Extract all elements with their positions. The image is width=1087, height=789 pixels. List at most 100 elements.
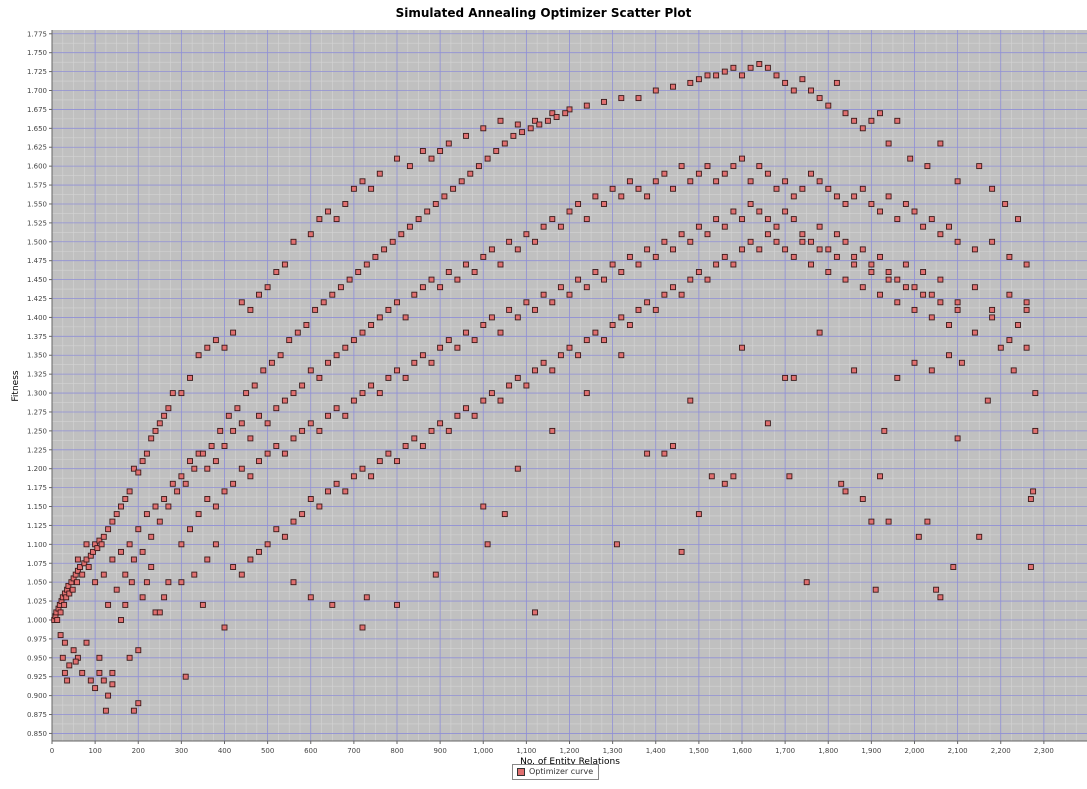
y-tick-label: 1.750 xyxy=(27,49,47,57)
data-point xyxy=(312,306,319,313)
data-point xyxy=(381,246,388,253)
data-point xyxy=(325,412,331,419)
data-point xyxy=(562,110,569,117)
data-point xyxy=(773,72,780,79)
y-tick-label: 1.000 xyxy=(27,616,47,624)
data-point xyxy=(342,201,349,207)
data-point xyxy=(527,125,534,132)
data-point xyxy=(532,609,538,616)
data-point xyxy=(74,556,81,563)
data-point xyxy=(256,291,262,298)
data-point xyxy=(424,208,431,215)
y-tick-label: 1.650 xyxy=(27,125,47,133)
data-point xyxy=(135,647,142,654)
data-point xyxy=(445,337,452,344)
data-point xyxy=(225,412,232,419)
data-point xyxy=(187,458,193,465)
data-point xyxy=(730,163,737,170)
data-point xyxy=(100,677,107,684)
data-point xyxy=(954,306,961,313)
data-point xyxy=(976,163,983,170)
data-point xyxy=(92,579,99,586)
data-point xyxy=(799,76,806,83)
data-point xyxy=(281,450,288,457)
data-point xyxy=(635,261,642,268)
data-point xyxy=(782,178,789,185)
chart-title: Simulated Annealing Optimizer Scatter Pl… xyxy=(395,6,692,20)
x-tick-label: 300 xyxy=(175,747,188,755)
data-point xyxy=(230,329,237,336)
data-point xyxy=(618,269,625,275)
data-point xyxy=(333,216,340,223)
data-point xyxy=(174,488,181,495)
x-tick-label: 1,900 xyxy=(861,747,881,755)
data-point xyxy=(61,669,68,676)
data-point xyxy=(670,83,676,90)
data-point xyxy=(277,352,284,359)
x-tick-labels: 0 100 200 300 400 500 600 700 800 900 1,000 1,100 1,… xyxy=(50,741,1054,755)
data-point xyxy=(204,556,211,563)
data-point xyxy=(126,541,133,548)
data-point xyxy=(411,359,418,366)
data-point xyxy=(911,284,918,291)
data-point xyxy=(549,427,556,434)
data-point xyxy=(480,503,487,510)
data-point xyxy=(199,450,206,457)
data-point xyxy=(118,503,124,510)
data-point xyxy=(169,390,176,397)
y-tick-label: 1.100 xyxy=(27,541,47,549)
data-point xyxy=(553,114,560,120)
data-point xyxy=(454,412,461,419)
data-point xyxy=(441,193,448,200)
data-point xyxy=(894,276,901,283)
data-point xyxy=(256,548,262,555)
data-point xyxy=(376,458,383,465)
data-point xyxy=(868,269,875,275)
y-tick-label: 1.175 xyxy=(27,484,47,492)
data-point xyxy=(1002,201,1009,207)
data-point xyxy=(135,700,142,707)
data-point xyxy=(695,76,702,83)
data-point xyxy=(480,397,487,404)
data-point xyxy=(359,178,366,185)
data-point xyxy=(212,541,219,548)
data-point xyxy=(398,231,405,238)
data-point xyxy=(808,170,814,177)
x-tick-label: 400 xyxy=(218,747,231,755)
data-point xyxy=(415,216,422,223)
x-tick-label: 0 xyxy=(50,747,54,755)
data-point xyxy=(450,185,457,192)
data-point xyxy=(730,261,737,268)
data-point xyxy=(368,322,375,328)
data-point xyxy=(411,291,418,298)
data-point xyxy=(764,216,771,223)
data-point xyxy=(471,412,478,419)
data-point xyxy=(182,673,189,680)
data-point xyxy=(618,314,625,321)
data-point xyxy=(842,110,849,117)
data-point xyxy=(139,594,146,601)
data-point xyxy=(221,443,228,449)
data-point xyxy=(1006,291,1013,298)
data-point xyxy=(816,178,823,185)
data-point xyxy=(238,571,245,578)
data-point xyxy=(747,178,754,185)
data-point xyxy=(342,344,349,351)
data-point xyxy=(652,178,659,185)
data-point xyxy=(946,352,952,359)
data-point xyxy=(816,329,823,336)
data-point xyxy=(687,238,694,245)
data-point xyxy=(816,95,823,102)
y-tick-label: 1.375 xyxy=(27,333,47,341)
x-tick-label: 1,400 xyxy=(646,747,666,755)
data-point xyxy=(247,306,254,313)
data-point xyxy=(350,185,357,192)
data-point xyxy=(803,579,810,586)
data-point xyxy=(532,238,538,245)
data-point xyxy=(704,163,711,170)
data-point xyxy=(264,450,271,457)
data-point xyxy=(928,314,935,321)
major-grid xyxy=(51,30,1087,741)
data-point xyxy=(859,125,866,132)
data-point xyxy=(463,132,469,139)
